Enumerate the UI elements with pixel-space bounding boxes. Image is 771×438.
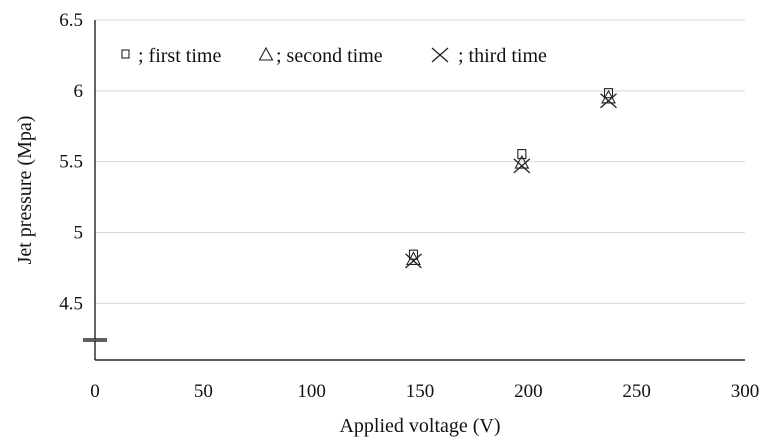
y-axis-break-mark [83, 338, 107, 342]
y-tick-label-2: 5.5 [59, 152, 83, 173]
gridlines [95, 19, 745, 304]
axes [83, 20, 745, 361]
y-tick-label-0: 4.5 [59, 293, 83, 314]
legend-label-2: ; third time [458, 45, 547, 67]
data-point-square-2 [603, 88, 614, 99]
data-point-x-2 [600, 93, 617, 109]
legend-marker-triangle [258, 46, 274, 61]
x-axis-title: Applied voltage (V) [339, 415, 500, 437]
x-tick-label-4: 200 [514, 381, 543, 402]
x-tick-label-2: 100 [297, 381, 326, 402]
data-point-x-0 [405, 253, 422, 269]
data-point-x-1 [513, 158, 531, 174]
y-axis-title: Jet pressure (Mpa) [14, 116, 36, 265]
data-point-square-0 [408, 249, 419, 260]
x-tick-label-3: 150 [406, 381, 435, 402]
data-point-triangle-2 [601, 89, 616, 104]
legend-marker-square [121, 49, 130, 59]
data-point-square-1 [517, 149, 527, 160]
x-tick-label-1: 50 [194, 381, 213, 402]
x-tick-label-0: 0 [90, 381, 100, 402]
x-tick-labels: 0 50 100 150 200 250 300 [90, 381, 759, 402]
legend-marker-x [431, 47, 449, 63]
y-tick-label-3: 6 [74, 81, 84, 102]
y-tick-label-4: 6.5 [59, 10, 83, 31]
data-markers [405, 88, 617, 269]
y-tick-labels: 4.5 5 5.5 6 6.5 [59, 10, 83, 314]
legend-label-0: ; first time [138, 45, 221, 67]
data-point-triangle-1 [514, 154, 530, 169]
x-tick-label-5: 250 [622, 381, 651, 402]
legend-label-1: ; second time [276, 45, 383, 67]
legend: ; first time ; second time ; third time [121, 45, 547, 67]
y-tick-label-1: 5 [74, 223, 84, 244]
x-tick-label-6: 300 [731, 381, 760, 402]
